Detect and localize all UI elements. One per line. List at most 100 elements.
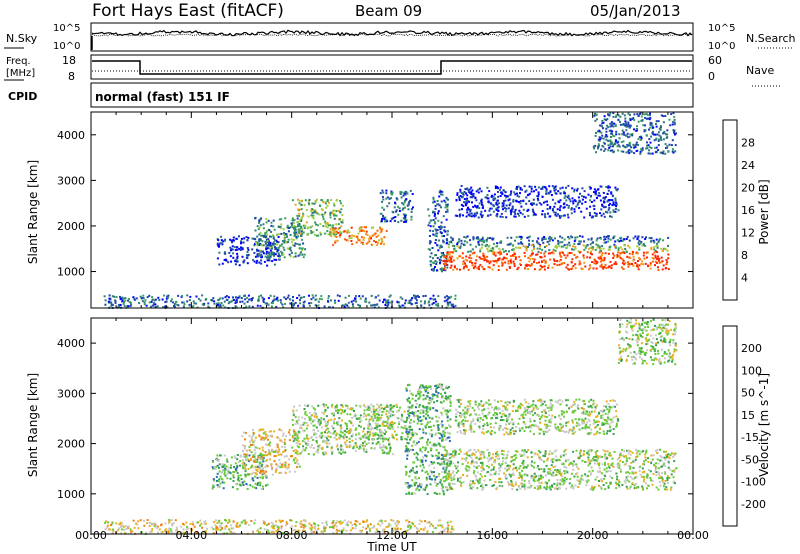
power-cell [663,130,666,133]
power-cell [609,112,612,115]
power-cell [459,255,462,258]
velocity-cell [324,425,327,427]
power-cell [614,197,617,200]
power-cell [513,251,516,254]
power-cell [347,301,350,304]
power-cell [600,148,603,151]
power-cell [603,235,606,238]
velocity-cell [282,462,284,465]
power-cell [658,239,661,242]
power-colorbar-tick-label: 20 [741,182,755,195]
power-cell [336,294,339,297]
power-cell [132,296,135,299]
power-cell [542,201,545,204]
power-cell [637,138,640,141]
power-cell [623,263,626,266]
power-cell [293,231,296,234]
power-cell [150,305,153,308]
power-cell [286,224,289,227]
power-cell [652,126,654,129]
power-cell [252,258,254,261]
power-cell [456,268,459,271]
power-cell [278,233,281,236]
velocity-cell [419,459,422,462]
velocity-cell [218,466,220,469]
power-cell [477,236,480,239]
power-cell [573,190,576,193]
power-cell [154,306,157,309]
power-cell [256,235,259,238]
velocity-cell [315,432,318,435]
power-cell [545,190,548,193]
power-cell [445,218,448,221]
power-cell [451,237,454,240]
velocity-cell [215,459,218,462]
velocity-cell [372,408,375,411]
power-cell [390,192,393,195]
power-cell [607,139,610,142]
velocity-cell [437,455,440,458]
power-cell [260,294,262,297]
power-cell [434,298,437,301]
power-cell [657,144,660,147]
velocity-cell [629,485,632,488]
power-cell [259,254,262,257]
power-cell [363,230,366,233]
velocity-cell [424,446,427,449]
velocity-cell [371,442,374,445]
velocity-cell [264,466,267,468]
power-cell [565,199,568,202]
velocity-cell [391,414,394,417]
velocity-cell [539,485,542,487]
power-cell [276,299,279,302]
velocity-cell [364,445,367,447]
power-cell [247,294,250,297]
power-cell [558,201,561,204]
power-cell [217,299,220,302]
power-cell [631,263,633,265]
power-cell [361,295,364,298]
velocity-cell [396,410,399,413]
velocity-cell [240,478,243,480]
power-cell [537,237,540,240]
velocity-cell [663,456,666,459]
power-cell [443,266,446,269]
velocity-cell [352,445,355,448]
velocity-cell [341,405,344,408]
power-cell [127,298,130,300]
power-cell [580,267,583,270]
power-cell [364,299,367,302]
power-cell [522,208,525,211]
power-cell [431,247,434,249]
velocity-cell [368,431,371,433]
power-cell [385,230,388,232]
power-cell [162,306,165,309]
velocity-cell [549,450,551,453]
power-cell [574,247,577,250]
velocity-cell [417,485,420,488]
power-band [216,235,281,267]
power-cell [636,252,639,255]
power-cell [432,298,435,301]
velocity-cell [415,433,418,436]
power-cell [294,301,297,304]
power-cell [257,297,260,300]
power-cell [295,237,298,240]
power-cell [595,212,598,215]
velocity-cell [618,467,621,469]
velocity-cell [292,450,295,452]
velocity-cell [371,417,374,420]
velocity-cell [395,438,398,441]
power-cell [668,143,671,146]
velocity-cell [330,447,333,450]
power-cell [591,253,593,256]
velocity-cell [408,492,411,495]
velocity-cell [375,409,378,412]
power-cell [264,302,267,305]
velocity-cell [260,455,263,458]
velocity-cell [635,482,637,485]
power-cell [566,267,569,270]
velocity-cell [442,492,445,495]
power-cell [592,248,595,251]
power-cell [402,207,405,210]
